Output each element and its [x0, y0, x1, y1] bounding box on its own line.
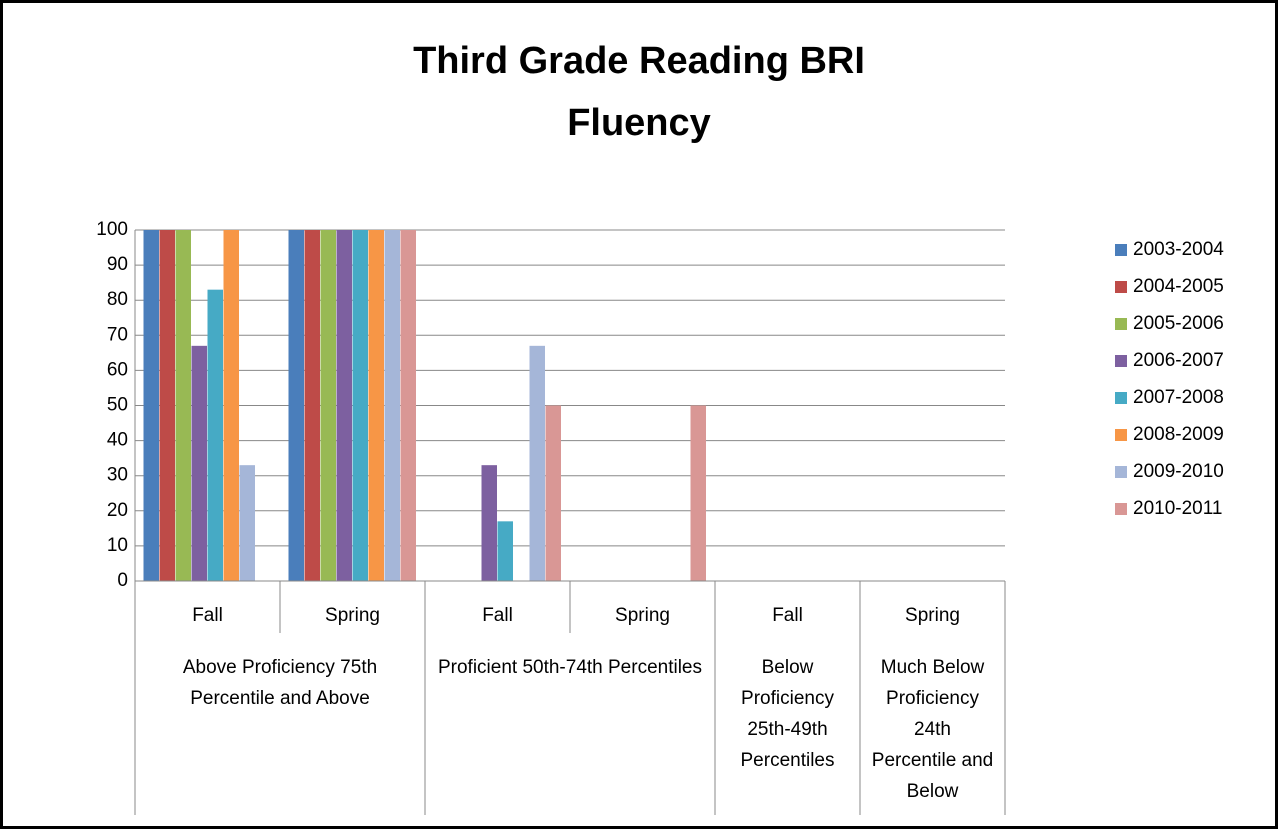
bar — [304, 230, 320, 581]
bar — [175, 230, 191, 581]
legend-label: 2006-2007 — [1133, 350, 1224, 371]
legend-swatch — [1115, 318, 1127, 330]
y-tick-label: 90 — [107, 254, 128, 275]
y-tick-label: 40 — [107, 430, 128, 451]
y-tick-label: 100 — [96, 219, 128, 240]
x-tick-label: Fall — [482, 605, 513, 626]
y-tick-label: 20 — [107, 500, 128, 521]
bar — [191, 345, 207, 581]
bar — [368, 230, 384, 581]
legend-label: 2004-2005 — [1133, 276, 1224, 297]
y-tick-label: 10 — [107, 535, 128, 556]
group-label: Above Proficiency 75th Percentile and Ab… — [182, 657, 378, 709]
bar — [497, 521, 513, 581]
y-tick-label: 80 — [107, 289, 128, 310]
legend-swatch — [1115, 429, 1127, 441]
group-label: Proficient 50th-74th Percentiles — [437, 657, 703, 678]
bar — [223, 230, 239, 581]
legend-swatch — [1115, 392, 1127, 404]
legend-swatch — [1115, 355, 1127, 367]
bar — [159, 230, 175, 581]
y-tick-label: 50 — [107, 395, 128, 416]
legend-label: 2007-2008 — [1133, 387, 1224, 408]
x-tick-label: Fall — [772, 605, 803, 626]
group-label: Much Below Proficiency 24th Percentile a… — [871, 657, 994, 802]
y-tick-label: 30 — [107, 465, 128, 486]
y-tick-label: 60 — [107, 359, 128, 380]
chart-title: Third Grade Reading BRI — [413, 40, 865, 82]
x-tick-label: Fall — [192, 605, 223, 626]
legend-label: 2010-2011 — [1133, 498, 1222, 519]
legend-swatch — [1115, 281, 1127, 293]
x-tick-label: Spring — [325, 605, 380, 626]
x-tick-label: Spring — [615, 605, 670, 626]
y-tick-label: 70 — [107, 324, 128, 345]
legend-label: 2009-2010 — [1133, 461, 1224, 482]
legend-label: 2008-2009 — [1133, 424, 1224, 445]
legend-swatch — [1115, 466, 1127, 478]
group-label: Below Proficiency 25th-49th Percentiles — [740, 657, 835, 771]
bar — [384, 230, 400, 581]
x-tick-label: Spring — [905, 605, 960, 626]
bar — [400, 230, 416, 581]
bar — [207, 289, 223, 581]
bar — [481, 465, 497, 581]
bar — [239, 465, 255, 581]
legend-label: 2005-2006 — [1133, 313, 1224, 334]
legend-swatch — [1115, 503, 1127, 515]
bar — [352, 230, 368, 581]
bar — [288, 230, 304, 581]
y-tick-label: 0 — [117, 570, 128, 591]
legend-swatch — [1115, 244, 1127, 256]
bar — [545, 405, 561, 581]
legend-label: 2003-2004 — [1133, 239, 1224, 260]
bar — [690, 405, 706, 581]
bar — [143, 230, 159, 581]
chart-title: Fluency — [567, 102, 711, 144]
bar — [320, 230, 336, 581]
bar — [529, 345, 545, 581]
bar — [336, 230, 352, 581]
